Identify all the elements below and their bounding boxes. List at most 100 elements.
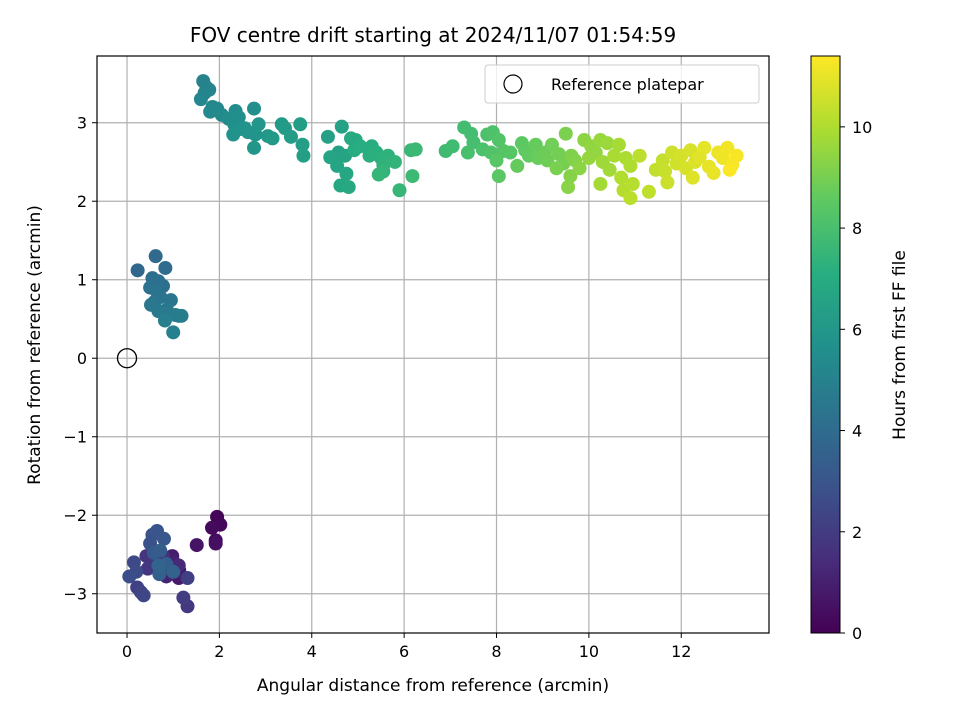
x-tick-label: 2 — [214, 642, 224, 661]
data-point — [510, 158, 525, 173]
x-tick-label: 0 — [122, 642, 132, 661]
data-point — [625, 176, 640, 191]
y-tick-label: 0 — [77, 349, 87, 368]
data-point — [563, 169, 578, 184]
data-point — [722, 162, 737, 177]
data-point — [166, 325, 181, 340]
data-point — [203, 104, 218, 119]
data-point — [334, 119, 349, 134]
data-point — [320, 129, 335, 144]
data-point — [136, 588, 151, 603]
data-point — [623, 191, 638, 206]
y-tick-label: 3 — [77, 114, 87, 133]
legend-entry-reference: Reference platepar — [551, 75, 704, 94]
data-point — [140, 561, 155, 576]
legend: Reference platepar — [484, 64, 760, 104]
data-point — [611, 137, 626, 152]
data-point — [341, 180, 356, 195]
data-point — [153, 543, 168, 558]
data-point — [166, 564, 181, 579]
data-point — [460, 145, 475, 160]
data-point — [193, 92, 208, 107]
x-tick-label: 10 — [579, 642, 599, 661]
colorbar-tick-label: 4 — [852, 422, 862, 441]
data-point — [283, 129, 298, 144]
data-point — [247, 140, 262, 155]
data-point — [251, 117, 266, 132]
data-point — [655, 153, 670, 168]
data-point — [607, 148, 622, 163]
colorbar-label: Hours from first FF file — [890, 250, 910, 440]
data-point — [205, 520, 220, 535]
colorbar-ticks: 0 2 4 6 8 10 — [840, 118, 872, 643]
data-point — [572, 161, 587, 176]
data-point — [151, 558, 166, 573]
data-point — [660, 175, 675, 190]
data-point — [593, 176, 608, 191]
plot-area-frame — [96, 55, 770, 634]
colorbar-tick-label: 6 — [852, 320, 862, 339]
data-point — [489, 153, 504, 168]
data-point — [491, 169, 506, 184]
data-point — [156, 531, 171, 546]
data-point — [549, 161, 564, 176]
data-point — [247, 101, 262, 116]
y-tick-label: 2 — [77, 192, 87, 211]
legend-reference-marker — [503, 74, 523, 94]
data-point — [296, 148, 311, 163]
data-point — [295, 137, 310, 152]
data-point — [720, 140, 735, 155]
colorbar — [810, 55, 841, 634]
data-point — [226, 127, 241, 142]
data-point — [561, 180, 576, 195]
data-point — [600, 136, 615, 151]
reference-platepar-marker — [116, 348, 138, 369]
data-point — [130, 263, 145, 278]
y-tick-label: 1 — [77, 271, 87, 290]
y-tick-label: −2 — [63, 506, 87, 525]
data-point — [729, 148, 744, 163]
data-points — [116, 74, 744, 614]
data-point — [157, 313, 172, 328]
data-point — [602, 162, 617, 177]
legend-box — [484, 64, 760, 104]
colorbar-tick-label: 10 — [852, 118, 872, 137]
data-point — [330, 158, 345, 173]
data-point — [540, 153, 555, 168]
data-point — [503, 145, 518, 160]
data-point — [445, 139, 460, 154]
data-point — [208, 536, 223, 551]
data-point — [706, 165, 721, 180]
x-axis-label: Angular distance from reference (arcmin) — [257, 676, 609, 696]
x-axis-ticks: 0 2 4 6 8 10 12 — [122, 633, 691, 661]
y-axis-label: Rotation from reference (arcmin) — [25, 205, 45, 485]
data-point — [528, 137, 543, 152]
data-point — [408, 142, 423, 157]
data-point — [658, 164, 673, 179]
data-point — [122, 569, 137, 584]
data-point — [265, 131, 280, 146]
data-point — [148, 249, 163, 264]
data-point — [491, 132, 506, 147]
colorbar-tick-label: 2 — [852, 523, 862, 542]
x-tick-label: 8 — [491, 642, 501, 661]
x-tick-label: 12 — [671, 642, 691, 661]
data-point — [697, 140, 712, 155]
chart-title: FOV centre drift starting at 2024/11/07 … — [190, 23, 676, 47]
data-point — [362, 148, 377, 163]
data-point — [614, 170, 629, 185]
data-point — [387, 154, 402, 169]
data-point — [623, 158, 638, 173]
data-point — [641, 184, 656, 199]
data-point — [581, 151, 596, 166]
data-point — [339, 166, 354, 181]
data-point — [180, 571, 195, 586]
data-point — [174, 308, 189, 323]
y-tick-label: −1 — [63, 428, 87, 447]
data-point — [405, 169, 420, 184]
data-point — [176, 590, 191, 605]
data-point — [158, 260, 173, 275]
y-tick-label: −3 — [63, 585, 87, 604]
data-point — [392, 183, 407, 198]
